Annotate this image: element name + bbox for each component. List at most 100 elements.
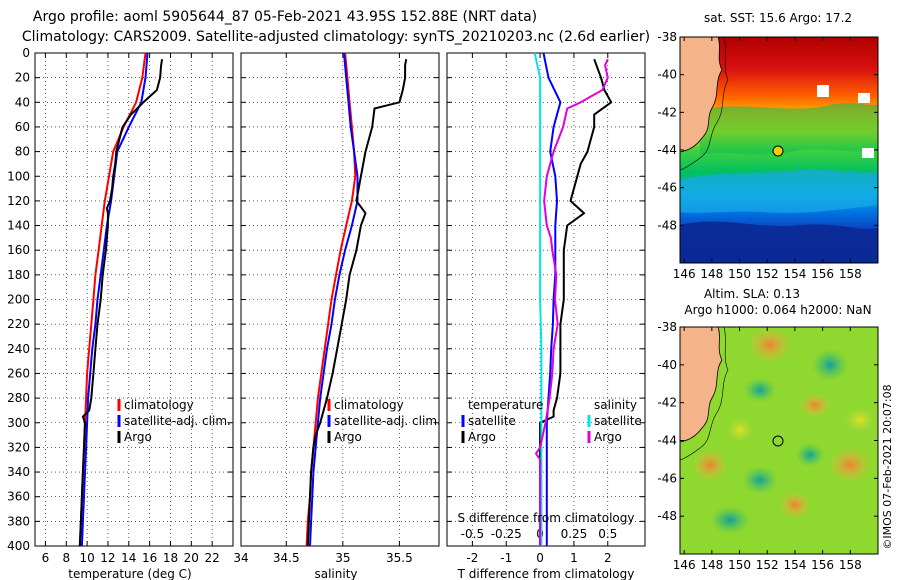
depth-tick-label: 180 bbox=[7, 268, 30, 282]
x-tick-label: 14 bbox=[121, 551, 136, 565]
depth-tick-label: 400 bbox=[7, 539, 30, 553]
x-tick-label: 10 bbox=[79, 551, 94, 565]
argo-location-marker bbox=[772, 435, 784, 447]
argo-location-marker bbox=[772, 145, 784, 157]
temperature-tick-labels: 6 8 10 12 14 16 18 20 22 bbox=[42, 551, 220, 565]
series-line-t-satellite bbox=[542, 52, 562, 546]
legend-argo-label: Argo bbox=[124, 430, 152, 444]
depth-tick-label: 340 bbox=[7, 465, 30, 479]
salinity-legend: climatology satellite-adj. clim. Argo bbox=[327, 398, 441, 444]
lon-tick-label: 158 bbox=[839, 558, 862, 572]
depth-tick-label: 300 bbox=[7, 416, 30, 430]
title-line-2: Climatology: CARS2009. Satellite-adjuste… bbox=[22, 29, 650, 45]
x-tick-label: 35.5 bbox=[386, 551, 413, 565]
legend-satellite-label: satellite-adj. clim. bbox=[124, 414, 231, 428]
depth-tick-label: 40 bbox=[15, 95, 30, 109]
x-tick-label: 20 bbox=[184, 551, 199, 565]
legend-s-argo-label: Argo bbox=[594, 430, 622, 444]
lon-tick-label: 148 bbox=[700, 558, 723, 572]
x-tick-label: 12 bbox=[100, 551, 115, 565]
lat-tick-label: -46 bbox=[657, 181, 677, 195]
lon-tick-label: 150 bbox=[728, 558, 751, 572]
salinity-tick-labels: 34.5 35 35.5 34 bbox=[233, 551, 412, 565]
sst-missing-patch bbox=[862, 148, 874, 158]
series-line-argo bbox=[78, 59, 164, 547]
x-tick-label: 2 bbox=[604, 551, 612, 565]
legend-t-satellite-label: satellite bbox=[468, 414, 516, 428]
sla-high-anomaly bbox=[692, 449, 728, 481]
s-difference-axis-label: S difference from climatology bbox=[458, 511, 635, 525]
lat-tick-label: -44 bbox=[657, 434, 677, 448]
temperature-panel: 0 20 40 60 80 100 120 140 160 180 200 220 240 260 280 3… bbox=[7, 46, 234, 580]
salinity-series bbox=[305, 52, 408, 547]
series-line-s-argo bbox=[535, 58, 609, 546]
lat-tick-label: -38 bbox=[657, 320, 677, 334]
depth-tick-label: 100 bbox=[7, 169, 30, 183]
series-line-satellite-adj-clim- bbox=[309, 52, 359, 547]
sla-high-anomaly bbox=[799, 393, 831, 417]
x-tick-label: 1 bbox=[570, 551, 578, 565]
sla-map-image bbox=[680, 327, 878, 554]
legend-s-satellite-label: satellite bbox=[594, 414, 642, 428]
depth-tick-label: 140 bbox=[7, 219, 30, 233]
lon-tick-label: 154 bbox=[783, 558, 806, 572]
difference-legend: temperature satellite Argo salinity sate… bbox=[461, 398, 642, 444]
sla-high-anomaly bbox=[828, 447, 872, 483]
sst-missing-patch bbox=[858, 93, 870, 103]
s-tick-label: -0.5 bbox=[461, 527, 484, 541]
lon-tick-label: 146 bbox=[673, 267, 696, 281]
sla-mid-anomaly bbox=[724, 416, 756, 444]
t-difference-axis-label: T difference from climatology bbox=[457, 567, 635, 580]
lon-tick-label: 154 bbox=[783, 267, 806, 281]
sla-map-panel: Altim. SLA: 0.13 Argo h1000: 0.064 h2000… bbox=[657, 287, 879, 572]
sst-map-panel: sat. SST: 15.6 Argo: 17.2 146 148 150 152 15… bbox=[657, 11, 879, 281]
depth-tick-label: 60 bbox=[15, 120, 30, 134]
x-tick-label: -1 bbox=[500, 551, 512, 565]
sst-green-band bbox=[700, 103, 878, 155]
sla-low-anomaly bbox=[710, 506, 750, 534]
shelf-contour bbox=[680, 37, 729, 171]
temperature-axis-label: temperature (deg C) bbox=[68, 567, 191, 580]
sla-low-anomaly bbox=[744, 378, 776, 402]
sla-map-ticks: 146 148 150 152 154 156 158 -38 -40 -42 -44 -46 -48 bbox=[657, 320, 878, 572]
lon-tick-label: 158 bbox=[839, 267, 862, 281]
depth-tick-label: 260 bbox=[7, 366, 30, 380]
sla-high-anomaly bbox=[748, 327, 792, 363]
x-tick-label: 22 bbox=[205, 551, 220, 565]
imos-credit: ©IMOS 07-Feb-2021 20:07:08 bbox=[881, 384, 894, 549]
x-tick-label: 34 bbox=[233, 551, 248, 565]
lat-tick-label: -42 bbox=[657, 396, 677, 410]
legend-temperature-title: temperature bbox=[468, 398, 543, 412]
depth-tick-label: 80 bbox=[15, 145, 30, 159]
lat-tick-label: -40 bbox=[657, 68, 677, 82]
depth-tick-label: 320 bbox=[7, 440, 30, 454]
lat-tick-label: -38 bbox=[657, 30, 677, 44]
tasmania-land bbox=[680, 327, 723, 443]
temperature-legend: climatology satellite-adj. clim. Argo bbox=[117, 398, 231, 444]
depth-tick-label: 160 bbox=[7, 243, 30, 257]
salinity-axis-label: salinity bbox=[314, 567, 357, 580]
difference-panel: -2 -1 0 1 2 -0.5 -0.25 0 0.25 0.5 S difference f… bbox=[446, 52, 646, 580]
series-line-satellite-adj-clim- bbox=[80, 52, 149, 547]
sst-missing-patch bbox=[817, 85, 829, 97]
shelf-contour bbox=[680, 327, 729, 461]
lon-tick-label: 156 bbox=[811, 267, 834, 281]
lon-tick-label: 152 bbox=[756, 558, 779, 572]
depth-tick-label: 380 bbox=[7, 514, 30, 528]
sst-map-title: sat. SST: 15.6 Argo: 17.2 bbox=[704, 11, 852, 25]
t-difference-tick-labels: -2 -1 0 1 2 bbox=[466, 551, 611, 565]
legend-climatology-label: climatology bbox=[124, 398, 194, 412]
depth-tick-label: 240 bbox=[7, 342, 30, 356]
legend-climatology-label: climatology bbox=[334, 398, 404, 412]
temperature-grid bbox=[35, 52, 234, 547]
series-line-t-argo bbox=[539, 58, 613, 546]
difference-series bbox=[533, 52, 613, 546]
lon-tick-label: 152 bbox=[756, 267, 779, 281]
tasmania-land bbox=[680, 37, 723, 153]
lat-tick-label: -46 bbox=[657, 471, 677, 485]
x-tick-label: -2 bbox=[466, 551, 478, 565]
lon-tick-label: 150 bbox=[728, 267, 751, 281]
lat-tick-label: -44 bbox=[657, 143, 677, 157]
depth-tick-label: 280 bbox=[7, 391, 30, 405]
depth-tick-label: 360 bbox=[7, 490, 30, 504]
